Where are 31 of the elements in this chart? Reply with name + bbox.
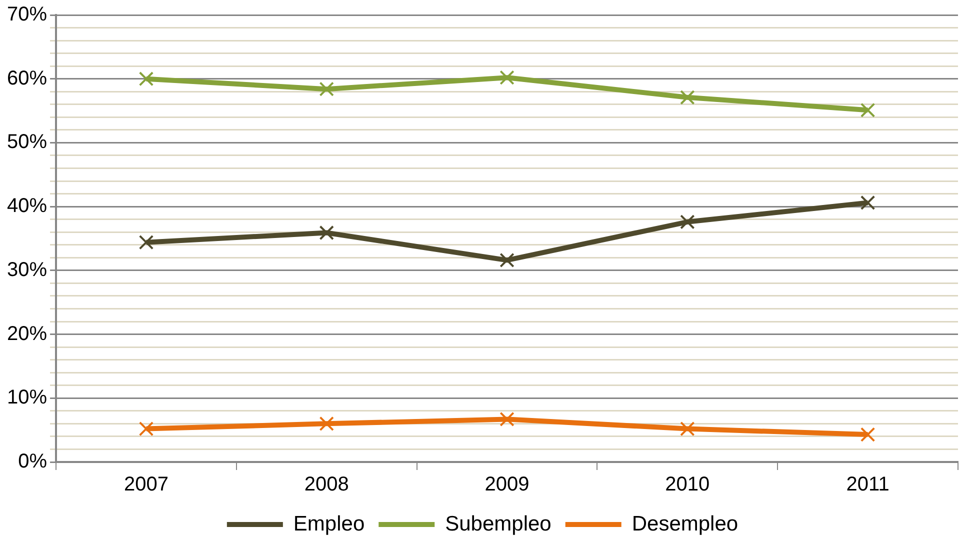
point [860, 102, 876, 118]
y-tick-label: 30% [7, 258, 48, 281]
point [138, 421, 154, 436]
point [319, 225, 334, 240]
y-tick-label: 10% [7, 386, 48, 409]
y-tick-label: 50% [7, 131, 48, 154]
point [860, 195, 876, 210]
point [500, 412, 514, 427]
x-tick-label: 2010 [665, 474, 710, 496]
y-tick-label: 20% [7, 322, 48, 345]
point [319, 82, 334, 96]
point [680, 421, 695, 436]
point [680, 214, 695, 230]
legend-label: Subempleo [445, 512, 552, 536]
y-tick-label: 60% [7, 67, 48, 90]
y-tick-label: 40% [7, 195, 48, 218]
x-tick-label: 2008 [304, 474, 349, 496]
legend-label: Desempleo [632, 512, 738, 536]
y-tick-label: 70% [7, 4, 48, 26]
point [500, 252, 514, 268]
x-tick-label: 2011 [846, 474, 890, 496]
x-tick-label: 2007 [124, 474, 168, 496]
x-tick-label: 2009 [484, 474, 530, 496]
point [680, 90, 695, 105]
point [138, 71, 154, 86]
point [500, 70, 514, 85]
point [860, 427, 876, 442]
y-tick-label: 0% [18, 450, 48, 473]
point [319, 416, 334, 432]
legend-label: Empleo [293, 512, 365, 536]
point [138, 234, 154, 250]
